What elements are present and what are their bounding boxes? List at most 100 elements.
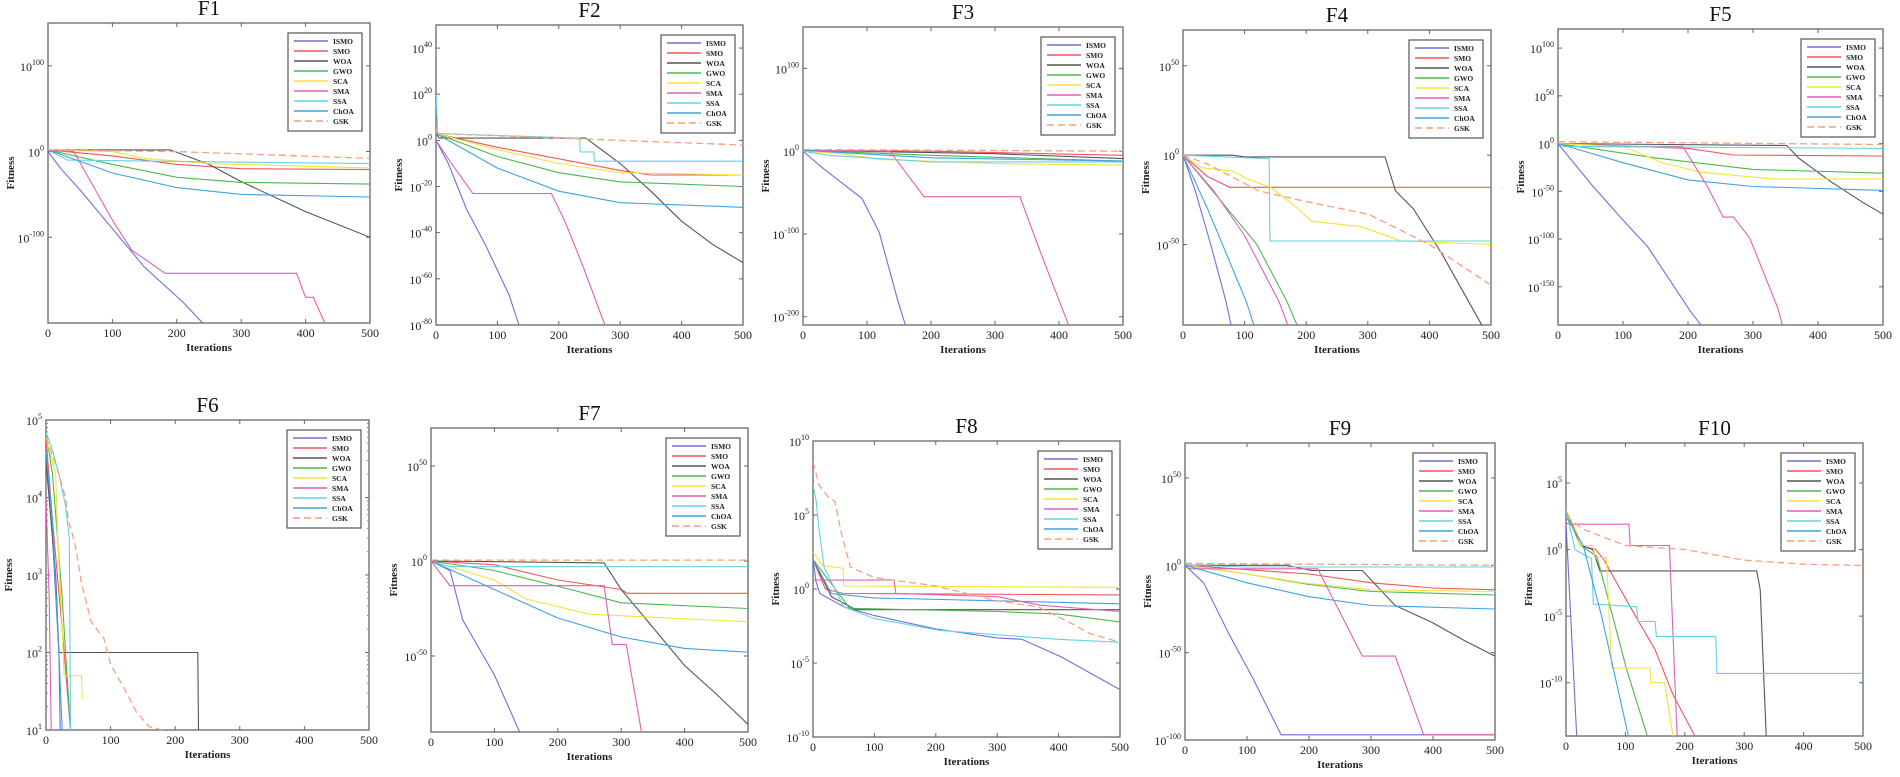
series-line-choa xyxy=(803,149,1123,162)
x-tick-label: 200 xyxy=(1676,739,1694,753)
panel-f8: F8 0 100 200 300 400 500 1010 105 100 10-5 10-10 Ite… xyxy=(770,414,1129,768)
legend-label: ChOA xyxy=(332,504,353,513)
series-line-sca xyxy=(48,149,370,169)
x-tick-label: 400 xyxy=(1809,328,1827,342)
legend-label: WOA xyxy=(706,59,725,68)
series-group xyxy=(813,461,1120,691)
y-tick-label: 1050 xyxy=(407,458,427,474)
x-tick-label: 300 xyxy=(232,326,250,340)
x-tick-label: 100 xyxy=(1616,739,1634,753)
series-group xyxy=(803,148,1123,325)
y-tick-label: 100 xyxy=(1165,557,1181,573)
legend-label: WOA xyxy=(711,462,730,471)
series-line-choa xyxy=(1566,516,1629,736)
series-line-woa xyxy=(1558,143,1883,215)
legend-label: SMO xyxy=(1086,51,1103,60)
x-tick-label: 100 xyxy=(1614,328,1632,342)
legend-label: GWO xyxy=(1826,487,1845,496)
legend-label: SSA xyxy=(1086,101,1100,110)
series-line-woa xyxy=(813,559,1120,611)
x-axis-label: Iterations xyxy=(1317,759,1364,771)
legend-label: ChOA xyxy=(1458,527,1479,536)
legend-label: GSK xyxy=(1846,123,1862,132)
legend-box xyxy=(287,32,363,132)
chart-title: F7 xyxy=(578,401,600,425)
series-line-sca xyxy=(431,560,748,623)
series-line-sca xyxy=(436,132,743,176)
y-tick-label: 10100 xyxy=(1530,40,1554,56)
series-line-gsk xyxy=(436,128,743,146)
x-tick-label: 400 xyxy=(295,733,313,747)
legend-label: ISMO xyxy=(1454,44,1474,53)
y-axis-label: Fitness xyxy=(1142,574,1154,608)
series-line-woa xyxy=(436,133,743,264)
x-tick-label: 500 xyxy=(360,733,378,747)
chart-title: F1 xyxy=(198,0,220,20)
series-line-choa xyxy=(48,149,370,198)
legend-label: SCA xyxy=(711,482,727,491)
legend-label: ChOA xyxy=(1826,527,1847,536)
x-tick-label: 200 xyxy=(927,740,945,754)
legend-box xyxy=(1037,450,1113,550)
series-line-ismo xyxy=(48,151,204,323)
y-tick-label: 10-50 xyxy=(1531,183,1554,199)
legend-label: SSA xyxy=(706,99,720,108)
x-tick-label: 0 xyxy=(43,733,49,747)
x-tick-label: 500 xyxy=(739,735,757,749)
legend-box xyxy=(286,429,362,529)
legend-label: SSA xyxy=(332,494,346,503)
y-axis-label: Fitness xyxy=(393,158,405,192)
legend-label: SMA xyxy=(1083,505,1100,514)
chart-title: F10 xyxy=(1698,416,1731,440)
legend-box xyxy=(1040,36,1116,136)
series-group xyxy=(1185,562,1495,736)
y-tick-label: 105 xyxy=(26,412,42,428)
chart-title: F8 xyxy=(955,414,977,438)
series-line-gsk xyxy=(803,148,1123,152)
series-line-ssa xyxy=(46,431,72,730)
series-line-ismo xyxy=(436,140,520,325)
series-line-gsk xyxy=(1566,515,1863,567)
legend-label: WOA xyxy=(332,454,351,463)
x-tick-label: 300 xyxy=(611,328,629,342)
legend-label: ISMO xyxy=(332,434,352,443)
y-tick-label: 100 xyxy=(1546,542,1562,558)
x-tick-label: 200 xyxy=(168,326,186,340)
series-line-sca xyxy=(46,437,83,700)
legend-box xyxy=(665,437,741,537)
y-tick-label: 10-100 xyxy=(1154,732,1181,748)
series-line-ssa xyxy=(813,485,1120,643)
series-line-sca xyxy=(1185,564,1495,593)
legend-label: SCA xyxy=(1846,83,1862,92)
x-axis-label: Iterations xyxy=(567,344,614,356)
x-tick-label: 0 xyxy=(810,740,816,754)
series-line-woa xyxy=(1183,154,1483,325)
panel-f7: F7 0 100 200 300 400 500 1050 100 10-50 Iterations… xyxy=(388,401,757,763)
x-tick-label: 0 xyxy=(1180,328,1186,342)
x-tick-label: 200 xyxy=(1297,328,1315,342)
x-tick-label: 100 xyxy=(1236,328,1254,342)
legend-label: ChOA xyxy=(1454,114,1475,123)
series-line-gwo xyxy=(1183,154,1298,325)
y-tick-label: 105 xyxy=(793,507,809,523)
y-tick-label: 100 xyxy=(1538,136,1554,152)
y-tick-label: 1050 xyxy=(1159,58,1179,74)
y-tick-label: 105 xyxy=(1546,475,1562,491)
x-tick-label: 300 xyxy=(231,733,249,747)
legend-label: GSK xyxy=(1826,537,1842,546)
y-tick-label: 10-60 xyxy=(409,271,432,287)
legend-label: ISMO xyxy=(1826,457,1846,466)
legend-label: ChOA xyxy=(1083,525,1104,534)
x-tick-label: 500 xyxy=(1486,743,1504,757)
series-group xyxy=(1183,154,1491,325)
y-axis-label: Fitness xyxy=(1515,160,1527,194)
series-line-sma xyxy=(48,149,326,323)
series-line-gsk xyxy=(46,436,163,730)
x-tick-label: 300 xyxy=(1359,328,1377,342)
panel-f1: F1 0 100 200 300 400 500 10100 100 10-100 Iteratio… xyxy=(5,0,379,354)
